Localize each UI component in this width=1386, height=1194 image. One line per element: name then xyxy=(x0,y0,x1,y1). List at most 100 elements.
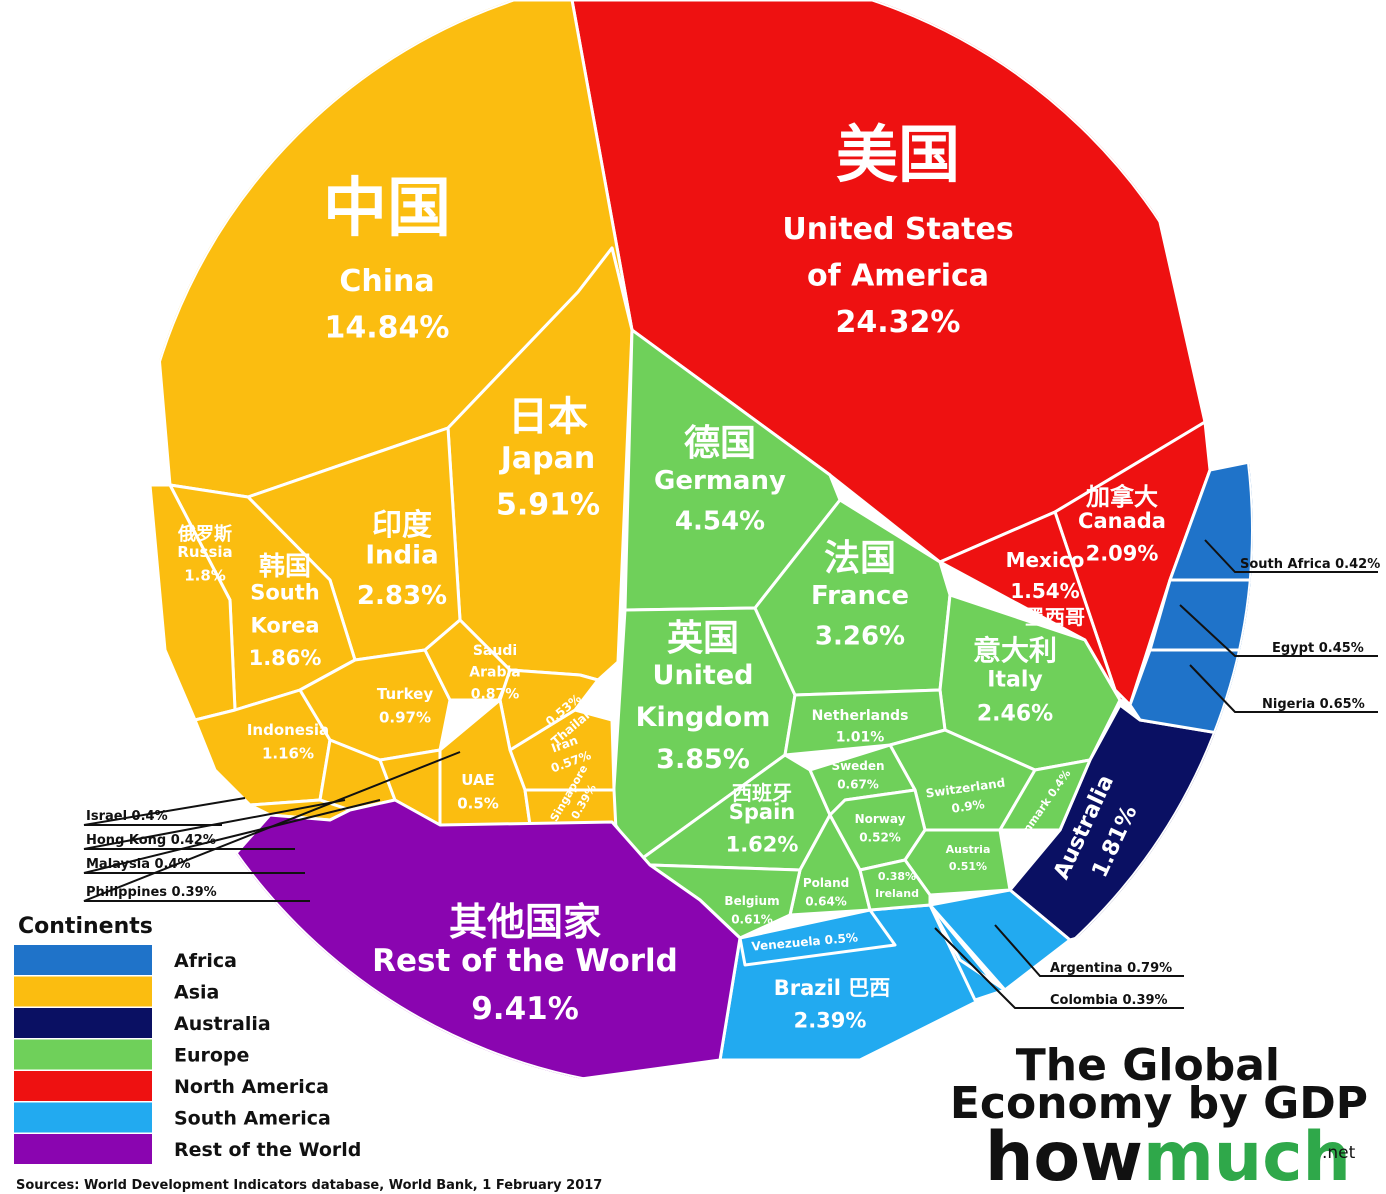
legend-swatch-south-america xyxy=(14,1102,152,1133)
label-value-italy: 2.46% xyxy=(977,702,1053,727)
ext-label-south-africa: South Africa 0.42% xyxy=(1240,557,1380,572)
label-cn-rest-of-the-world: 其他国家 xyxy=(449,900,601,944)
label-cn-canada: 加拿大 xyxy=(1086,483,1158,511)
label-name-south-korea-1: South xyxy=(250,581,320,605)
leader-israel xyxy=(83,797,246,826)
label-name-germany: Germany xyxy=(654,466,786,496)
label-mexico: Mexico 1.54%墨西哥 xyxy=(1006,548,1085,629)
legend-label-australia: Australia xyxy=(174,1013,271,1035)
label-value-mexico: 1.54% xyxy=(1010,579,1079,603)
label-name-mexico: Mexico xyxy=(1006,548,1085,572)
label-name-indonesia: Indonesia xyxy=(247,721,329,739)
cell-egypt xyxy=(1148,578,1253,652)
brand-much: much xyxy=(1143,1118,1351,1194)
legend-swatch-rest-of-the-world xyxy=(14,1134,152,1164)
label-name-brazil: Brazil 巴西 xyxy=(774,976,890,1000)
label-value-belgium: 0.61% xyxy=(731,913,773,927)
legend-label-asia: Asia xyxy=(174,982,219,1004)
label-saudi-arabia: Saudi Arabia 0.87% xyxy=(469,643,520,702)
ext-label-hong-kong: Hong Kong 0.42% xyxy=(86,833,216,848)
label-value-rest-of-the-world: 9.41% xyxy=(471,991,579,1027)
leader-egypt xyxy=(1179,604,1378,657)
label-sweden: Sweden 0.67% xyxy=(831,759,884,792)
label-value-france: 3.26% xyxy=(815,622,905,652)
ext-label-israel: Israel 0.4% xyxy=(86,809,168,824)
ext-label-philippines: Philippines 0.39% xyxy=(86,885,217,900)
legend-swatch-north-america xyxy=(14,1071,152,1101)
label-name-japan: Japan xyxy=(499,441,595,476)
label-united-states-of-america: 美国 United States of America 24.32% xyxy=(782,118,1013,340)
leader-nigeria xyxy=(1189,664,1378,713)
label-name-sweden: Sweden xyxy=(831,759,884,773)
label-cn-mexico: 墨西哥 xyxy=(1025,605,1085,629)
label-cn-germany: 德国 xyxy=(684,423,756,464)
label-cn-japan: 日本 xyxy=(508,394,588,440)
legend-label-rest-of-the-world: Rest of the World xyxy=(174,1139,361,1161)
label-cn-italy: 意大利 xyxy=(973,634,1057,667)
label-value-norway: 0.52% xyxy=(859,831,901,845)
label-value-spain: 1.62% xyxy=(726,833,799,857)
label-value-netherlands: 1.01% xyxy=(836,730,885,746)
leader-lines xyxy=(83,539,1378,1009)
label-name-norway: Norway xyxy=(855,812,906,826)
cell-south-africa xyxy=(1168,458,1253,582)
label-name-south-korea-2: Korea xyxy=(250,613,319,637)
cells-layer xyxy=(133,0,1253,1090)
legend-swatch-australia xyxy=(14,1008,152,1038)
label-name-india: India xyxy=(365,541,438,571)
source-note: Sources: World Development Indicators da… xyxy=(16,1178,602,1193)
ext-label-colombia: Colombia 0.39% xyxy=(1050,993,1168,1008)
label-value-russia: 1.8% xyxy=(184,566,226,584)
cell-ireland xyxy=(858,858,932,912)
label-value-germany: 4.54% xyxy=(675,507,765,537)
ext-label-nigeria: Nigeria 0.65% xyxy=(1262,697,1365,712)
label-poland: Poland 0.64% xyxy=(803,876,849,909)
label-value-austria: 0.51% xyxy=(949,860,987,873)
label-name-austria: Austria xyxy=(946,843,991,856)
legend-label-europe: Europe xyxy=(174,1045,249,1067)
brand-how: how xyxy=(985,1118,1143,1194)
legend-swatch-asia xyxy=(14,976,152,1007)
label-name-spain: Spain xyxy=(729,800,795,824)
legend-label-north-america: North America xyxy=(174,1076,329,1098)
label-value-canada: 2.09% xyxy=(1086,541,1159,565)
cell-argentina xyxy=(928,888,1072,992)
legend: Continents Africa Asia Australia Europe Nort… xyxy=(14,914,361,1164)
label-name-canada: Canada xyxy=(1078,509,1166,533)
label-value-sweden: 0.67% xyxy=(837,778,879,792)
label-cn-russia: 俄罗斯 xyxy=(177,523,232,545)
brand-logo: howmuch xyxy=(985,1118,1351,1194)
label-name-belgium: Belgium xyxy=(724,894,779,908)
label-cn-south-korea: 韩国 xyxy=(259,552,311,582)
label-indonesia: Indonesia 1.16% xyxy=(247,721,329,762)
label-cn-united-states-of-america: 美国 xyxy=(836,118,960,191)
legend-label-south-america: South America xyxy=(174,1108,331,1130)
legend-title: Continents xyxy=(18,914,153,939)
label-name-uae: UAE xyxy=(461,771,495,789)
chart-title-line-2: Economy by GDP xyxy=(950,1078,1368,1129)
label-turkey: Turkey 0.97% xyxy=(377,685,433,726)
label-value-poland: 0.64% xyxy=(805,895,847,909)
leader-malaysia xyxy=(83,799,381,874)
label-china: 中国 China 14.84% xyxy=(323,172,451,345)
labels-layer: 美国 United States of America 24.32% 中国 China 14… xyxy=(86,118,1380,1033)
label-name-france: France xyxy=(811,581,909,611)
label-uae: UAE 0.5% xyxy=(457,771,499,812)
label-value-china: 14.84% xyxy=(325,310,450,345)
label-name-saudi-arabia-1: Saudi xyxy=(473,643,517,659)
label-name-united-states-of-america-1: United States xyxy=(782,212,1013,247)
label-name-poland: Poland xyxy=(803,876,849,890)
ext-label-malaysia: Malaysia 0.4% xyxy=(86,857,191,872)
label-value-united-kingdom: 3.85% xyxy=(656,744,750,775)
label-name-united-kingdom-2: Kingdom xyxy=(636,702,771,733)
label-value-switzerland: 0.9% xyxy=(951,797,986,815)
ext-label-egypt: Egypt 0.45% xyxy=(1272,641,1364,656)
label-name-russia: Russia xyxy=(177,543,232,561)
label-brazil: Brazil 巴西 2.39% xyxy=(774,976,890,1033)
